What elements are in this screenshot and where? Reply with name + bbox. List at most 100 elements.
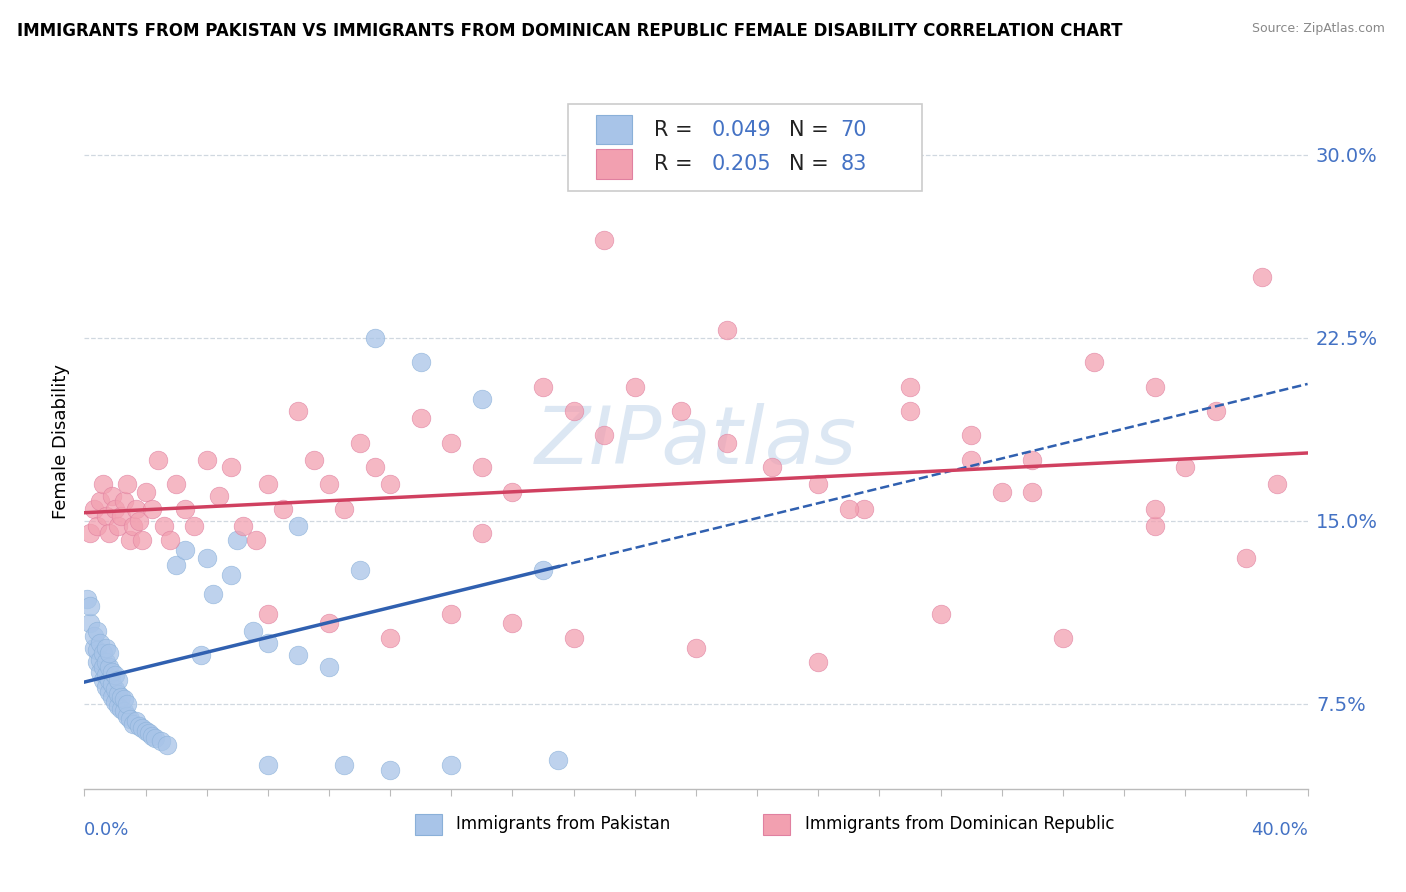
Point — [104, 667, 127, 681]
Point — [97, 526, 120, 541]
Point — [94, 667, 117, 681]
Point — [91, 646, 114, 660]
Point — [333, 758, 356, 772]
Point — [125, 714, 148, 728]
Point — [156, 739, 179, 753]
Point — [287, 404, 309, 418]
Point — [174, 501, 197, 516]
Point — [107, 687, 129, 701]
Text: N =: N = — [789, 120, 835, 140]
Point — [349, 563, 371, 577]
Point — [242, 624, 264, 638]
Bar — [763, 814, 790, 835]
Point — [135, 723, 157, 738]
Point — [112, 494, 135, 508]
Point — [89, 494, 111, 508]
Point — [1205, 404, 1227, 418]
Point — [120, 533, 142, 548]
Point — [79, 526, 101, 541]
Point — [86, 518, 108, 533]
Point — [807, 477, 830, 491]
Point — [128, 514, 150, 528]
Text: R =: R = — [654, 154, 700, 174]
Point — [165, 558, 187, 572]
Point — [1265, 477, 1288, 491]
Point — [135, 484, 157, 499]
Point — [1236, 550, 1258, 565]
Point — [101, 665, 124, 680]
Text: 83: 83 — [841, 154, 866, 174]
Point — [562, 404, 585, 418]
Point — [107, 699, 129, 714]
Point — [107, 518, 129, 533]
Point — [1083, 355, 1105, 369]
Text: 70: 70 — [841, 120, 868, 140]
Text: 40.0%: 40.0% — [1251, 821, 1308, 838]
Point — [364, 460, 387, 475]
Point — [409, 411, 432, 425]
Text: IMMIGRANTS FROM PAKISTAN VS IMMIGRANTS FROM DOMINICAN REPUBLIC FEMALE DISABILITY: IMMIGRANTS FROM PAKISTAN VS IMMIGRANTS F… — [17, 22, 1122, 40]
Point — [716, 323, 738, 337]
Point — [318, 660, 340, 674]
Point — [960, 428, 983, 442]
Point — [83, 501, 105, 516]
Point — [143, 731, 166, 746]
Point — [471, 526, 494, 541]
Point — [1143, 518, 1166, 533]
Point — [174, 543, 197, 558]
Point — [104, 682, 127, 697]
Point — [991, 484, 1014, 499]
Point — [195, 550, 218, 565]
Point — [97, 646, 120, 660]
Point — [716, 435, 738, 450]
Point — [929, 607, 952, 621]
Point — [86, 643, 108, 657]
FancyBboxPatch shape — [568, 104, 922, 191]
Point — [287, 518, 309, 533]
Point — [271, 501, 294, 516]
Bar — [596, 115, 633, 145]
Point — [960, 453, 983, 467]
Point — [76, 592, 98, 607]
Point — [219, 567, 242, 582]
Point — [79, 616, 101, 631]
Point — [380, 477, 402, 491]
Point — [531, 563, 554, 577]
Point — [502, 484, 524, 499]
Point — [226, 533, 249, 548]
Text: 0.049: 0.049 — [711, 120, 772, 140]
Text: 0.205: 0.205 — [711, 154, 772, 174]
Point — [110, 690, 132, 704]
Point — [110, 702, 132, 716]
Point — [104, 501, 127, 516]
Point — [318, 477, 340, 491]
Point — [101, 490, 124, 504]
Point — [141, 501, 163, 516]
Point — [86, 656, 108, 670]
Point — [79, 599, 101, 614]
Point — [208, 490, 231, 504]
Point — [1052, 631, 1074, 645]
Point — [471, 392, 494, 406]
Point — [302, 453, 325, 467]
Point — [471, 460, 494, 475]
Point — [183, 518, 205, 533]
Text: Immigrants from Pakistan: Immigrants from Pakistan — [456, 815, 671, 833]
Point — [94, 508, 117, 523]
Point — [761, 460, 783, 475]
Point — [89, 665, 111, 680]
Point — [440, 435, 463, 450]
Point — [440, 607, 463, 621]
Point — [122, 518, 145, 533]
Point — [1021, 484, 1043, 499]
Point — [91, 660, 114, 674]
Point — [349, 435, 371, 450]
Point — [409, 355, 432, 369]
Point — [97, 685, 120, 699]
Point — [318, 616, 340, 631]
Point — [1174, 460, 1197, 475]
Point — [107, 673, 129, 687]
Point — [91, 673, 114, 687]
Point — [257, 607, 280, 621]
Point — [1143, 379, 1166, 393]
